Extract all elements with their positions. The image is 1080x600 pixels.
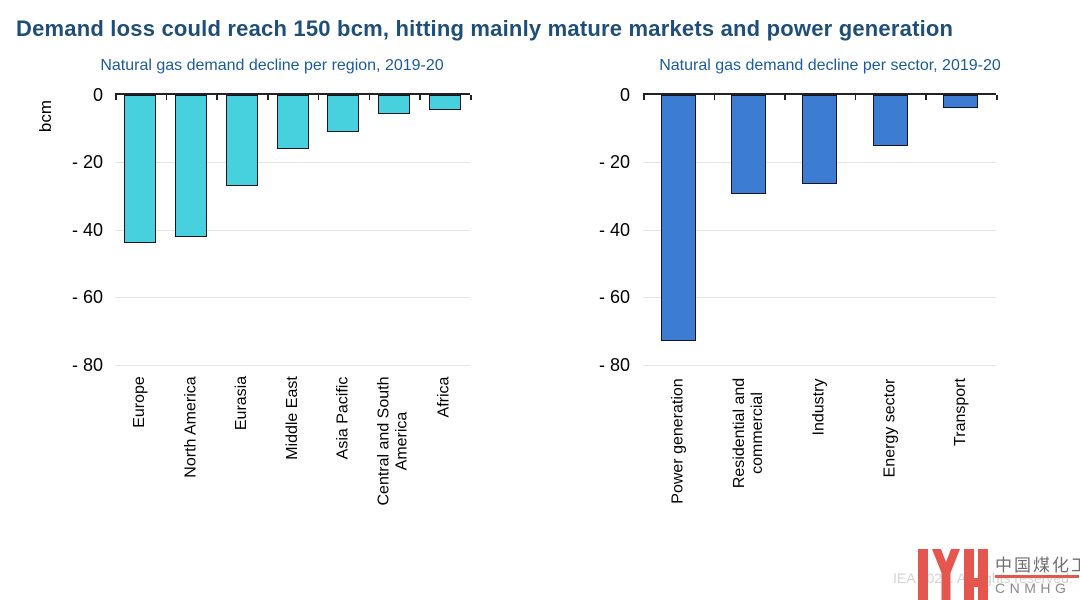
y-tick-label: - 80 [71, 354, 103, 375]
gridline [643, 364, 996, 366]
bar [175, 95, 208, 237]
axis-tick [115, 95, 117, 100]
axis-tick [854, 95, 857, 100]
axis-tick [267, 95, 269, 100]
bar [872, 95, 908, 146]
x-axis-line [643, 93, 996, 95]
axis-tick [996, 95, 998, 100]
y-tick-label: - 60 [71, 287, 103, 308]
y-tick-label: - 40 [598, 219, 630, 240]
page-title: Demand loss could reach 150 bcm, hitting… [16, 16, 954, 41]
axis-tick [165, 95, 168, 100]
gridline [643, 297, 996, 299]
x-category-label: Residential and commercial [731, 377, 767, 489]
bar [428, 95, 461, 111]
x-category-label: Energy sector [880, 378, 898, 477]
y-tick-label: - 20 [598, 152, 630, 173]
axis-tick [643, 95, 645, 100]
sector-chart-subtitle: Natural gas demand decline per sector, 2… [659, 57, 1001, 74]
logo-underline [995, 575, 1079, 578]
gridline [115, 297, 470, 299]
bar [731, 95, 767, 195]
y-tick-label: 0 [619, 85, 630, 105]
region-chart-subtitle: Natural gas demand decline per region, 2… [100, 57, 444, 74]
y-tick-label: 0 [92, 85, 103, 105]
axis-tick [317, 95, 320, 100]
axis-tick [713, 95, 716, 100]
bar [802, 95, 837, 185]
axis-tick [470, 95, 472, 100]
axis-tick [216, 95, 218, 100]
cnmhg-logo-icon [918, 549, 988, 600]
y-tick-label: - 20 [71, 152, 103, 173]
x-category-label: Transport [951, 378, 969, 446]
x-category-label: Power generation [669, 377, 687, 504]
logo-cn-text: 中国煤化工 [995, 556, 1080, 575]
bar [276, 95, 309, 149]
bar [377, 95, 410, 114]
y-tick-label: - 40 [71, 219, 103, 240]
axis-tick [419, 95, 421, 100]
gridline [115, 162, 470, 164]
bar [943, 95, 979, 109]
y-tick-label: - 80 [598, 354, 630, 375]
y-tick-label: - 60 [598, 287, 630, 308]
logo-en-text: CNMHG [995, 580, 1071, 596]
gridline [115, 364, 470, 366]
bar [124, 95, 157, 244]
x-axis-line [115, 93, 470, 95]
axis-tick [925, 95, 927, 100]
x-category-label: Industry [810, 378, 828, 435]
bar [327, 95, 360, 133]
axis-tick [784, 95, 786, 100]
axis-tick [368, 95, 371, 100]
bar [660, 95, 696, 341]
gridline [115, 229, 470, 231]
gridline [643, 229, 996, 231]
bar [225, 95, 258, 186]
